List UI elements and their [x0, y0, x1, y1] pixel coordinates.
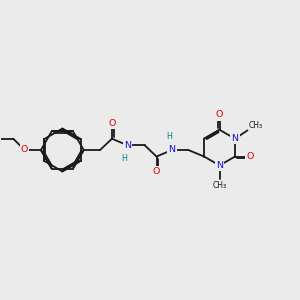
Text: CH₃: CH₃ — [212, 181, 226, 190]
Text: O: O — [108, 119, 116, 128]
Text: O: O — [216, 110, 223, 119]
Text: CH₃: CH₃ — [248, 121, 262, 130]
Text: N: N — [232, 134, 238, 143]
Text: N: N — [216, 161, 223, 170]
Text: N: N — [169, 146, 176, 154]
Text: O: O — [21, 146, 28, 154]
Text: O: O — [153, 167, 160, 176]
Text: H: H — [122, 154, 128, 163]
Text: O: O — [246, 152, 254, 161]
Text: H: H — [166, 132, 172, 141]
Text: N: N — [124, 141, 131, 150]
